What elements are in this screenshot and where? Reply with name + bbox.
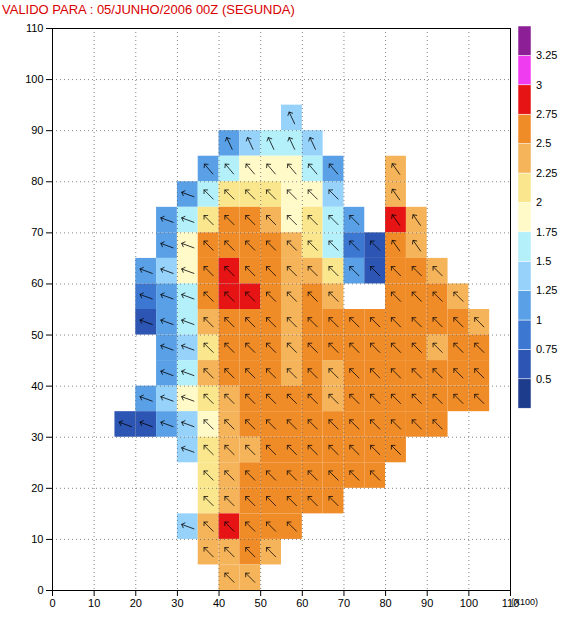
svg-text:2: 2 — [536, 196, 542, 208]
svg-text:0: 0 — [37, 584, 43, 596]
svg-text:60: 60 — [31, 277, 43, 289]
svg-text:20: 20 — [130, 597, 142, 609]
svg-text:40: 40 — [31, 380, 43, 392]
svg-text:70: 70 — [338, 597, 350, 609]
svg-text:90: 90 — [31, 124, 43, 136]
svg-text:10: 10 — [31, 533, 43, 545]
svg-text:2.75: 2.75 — [536, 108, 557, 120]
svg-text:0.75: 0.75 — [536, 343, 557, 355]
svg-text:50: 50 — [255, 597, 267, 609]
svg-text:80: 80 — [379, 597, 391, 609]
svg-text:3.25: 3.25 — [536, 49, 557, 61]
svg-text:80: 80 — [31, 175, 43, 187]
svg-text:1.5: 1.5 — [536, 255, 551, 267]
svg-text:20: 20 — [31, 482, 43, 494]
svg-text:50: 50 — [31, 329, 43, 341]
svg-text:3: 3 — [536, 79, 542, 91]
svg-text:90: 90 — [421, 597, 433, 609]
svg-text:0.5: 0.5 — [536, 373, 551, 385]
svg-text:100: 100 — [460, 597, 478, 609]
svg-text:60: 60 — [296, 597, 308, 609]
svg-text:30: 30 — [171, 597, 183, 609]
svg-text:70: 70 — [31, 226, 43, 238]
svg-text:1.75: 1.75 — [536, 226, 557, 238]
svg-text:10: 10 — [88, 597, 100, 609]
svg-text:30: 30 — [31, 431, 43, 443]
svg-text:40: 40 — [213, 597, 225, 609]
svg-text:110: 110 — [26, 22, 44, 34]
svg-text:1: 1 — [536, 314, 542, 326]
svg-text:100: 100 — [25, 73, 43, 85]
svg-text:2.25: 2.25 — [536, 167, 557, 179]
svg-text:0: 0 — [49, 597, 55, 609]
svg-text:2.5: 2.5 — [536, 137, 551, 149]
svg-text:1.25: 1.25 — [536, 284, 557, 296]
